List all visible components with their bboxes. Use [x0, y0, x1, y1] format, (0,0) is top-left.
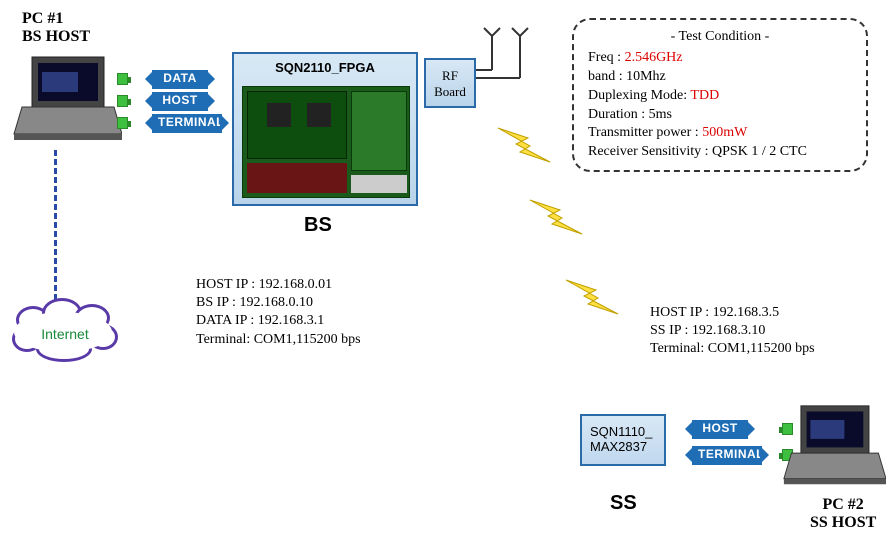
bs-fpga-box: SQN2110_FPGA — [232, 52, 418, 206]
fpga-label: SQN2110_FPGA — [234, 60, 416, 75]
rf-board-box: RF Board — [424, 58, 476, 108]
ss-info: HOST IP : 192.168.3.5 SS IP : 192.168.3.… — [650, 304, 815, 359]
pc1-title: PC #1 BS HOST — [22, 10, 90, 46]
arrow-terminal-bs: TERMINAL — [152, 114, 222, 133]
tc-freq: Freq : 2.546GHz — [588, 49, 852, 68]
pc2-laptop — [782, 400, 886, 492]
bs-caption: BS — [304, 214, 332, 237]
ss-box: SQN1110_ MAX2837 — [580, 414, 666, 466]
arrow-host-ss: HOST — [692, 420, 748, 439]
bs-info-l1: HOST IP : 192.168.0.01 — [196, 276, 361, 294]
tc-tx: Transmitter power : 500mW — [588, 124, 852, 143]
pc1-port-host — [117, 95, 128, 107]
ss-info-l2: SS IP : 192.168.3.10 — [650, 322, 815, 340]
bs-info-l3: DATA IP : 192.168.3.1 — [196, 312, 361, 330]
arrow-terminal-ss: TERMINAL — [692, 446, 762, 465]
rf-l1: RF — [426, 68, 474, 84]
bs-info-l2: BS IP : 192.168.0.10 — [196, 294, 361, 312]
antenna-set — [476, 22, 548, 86]
ss-info-l1: HOST IP : 192.168.3.5 — [650, 304, 815, 322]
tc-heading: - Test Condition - — [588, 28, 852, 47]
rf-l2: Board — [426, 84, 474, 100]
tc-duration: Duration : 5ms — [588, 106, 852, 125]
ss-box-l1: SQN1110_ — [590, 424, 660, 439]
pc1-port-terminal — [117, 117, 128, 129]
lightning-1 — [494, 124, 558, 172]
arrow-host-bs: HOST — [152, 92, 208, 111]
pcb-image — [242, 86, 410, 198]
lightning-3 — [562, 276, 626, 324]
pc1-to-internet-line — [54, 150, 57, 300]
ss-info-l3: Terminal: COM1,115200 bps — [650, 340, 815, 358]
internet-cloud-group: Internet — [6, 302, 126, 366]
test-condition-box: - Test Condition - Freq : 2.546GHz band … — [572, 18, 868, 172]
bs-info-l4: Terminal: COM1,115200 bps — [196, 331, 361, 349]
tc-rx: Receiver Sensitivity : QPSK 1 / 2 CTC — [588, 143, 852, 162]
pc2-line2: SS HOST — [810, 514, 876, 532]
pc2-line1: PC #2 — [810, 496, 876, 514]
bs-info: HOST IP : 192.168.0.01 BS IP : 192.168.0… — [196, 276, 361, 349]
pc1-port-data — [117, 73, 128, 85]
pc1-line1: PC #1 — [22, 10, 90, 28]
internet-label: Internet — [10, 306, 120, 362]
lightning-2 — [526, 196, 590, 244]
pc1-laptop — [12, 52, 122, 147]
ss-caption: SS — [610, 492, 637, 515]
ss-box-l2: MAX2837 — [590, 439, 660, 454]
tc-band: band : 10Mhz — [588, 68, 852, 87]
pc2-title: PC #2 SS HOST — [810, 496, 876, 532]
tc-dup: Duplexing Mode: TDD — [588, 87, 852, 106]
arrow-data: DATA — [152, 70, 208, 89]
pc1-line2: BS HOST — [22, 28, 90, 46]
